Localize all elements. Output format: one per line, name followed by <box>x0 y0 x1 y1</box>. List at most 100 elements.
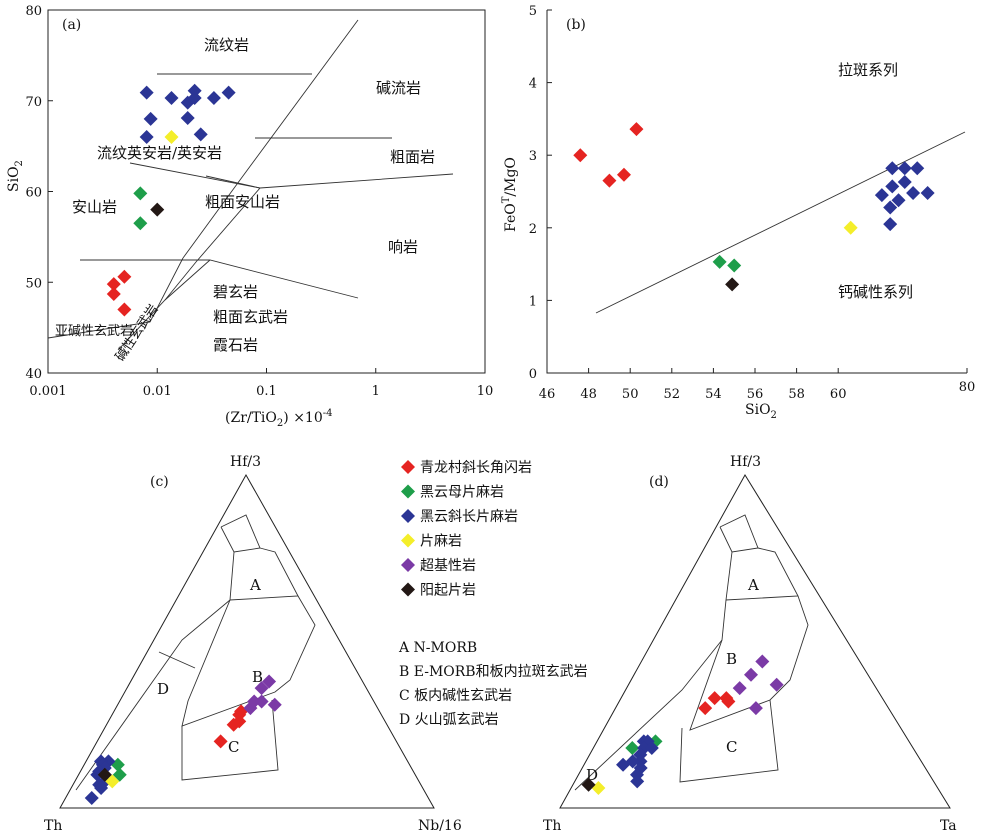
data-point <box>748 701 763 716</box>
data-point <box>180 110 195 125</box>
boundary-d-2 <box>725 547 799 601</box>
x-tick-label: 48 <box>580 387 597 402</box>
y-tick-label: 60 <box>25 186 42 201</box>
panel-d: A B C D (d) Hf/3 Th Ta <box>543 454 957 834</box>
legend-marker <box>401 509 415 523</box>
data-point <box>213 734 228 749</box>
boundary-d-1 <box>719 514 759 553</box>
field-label: 亚碱性玄武岩 <box>55 324 133 339</box>
data-point <box>698 701 713 716</box>
panel-d-points <box>581 654 784 796</box>
data-point <box>616 167 631 182</box>
panel-d-tag: (d) <box>649 474 669 490</box>
field-label: 流纹英安岩/英安岩 <box>97 144 222 162</box>
data-point <box>254 681 269 696</box>
data-point <box>602 173 617 188</box>
data-point <box>755 654 770 669</box>
data-point <box>150 202 165 217</box>
x-tick-label: 58 <box>788 387 805 402</box>
data-point <box>629 122 644 137</box>
data-point <box>247 694 262 709</box>
x-tick-label: 0.01 <box>143 384 172 399</box>
data-point <box>262 674 277 689</box>
boundary-b-1 <box>595 131 966 314</box>
data-point <box>206 91 221 106</box>
data-point <box>744 667 758 682</box>
panel-c-top-vertex: Hf/3 <box>230 454 261 470</box>
data-point <box>727 258 742 273</box>
legend-label: 黑云母片麻岩 <box>420 485 504 501</box>
panel-c-points <box>84 674 282 806</box>
legend-marker <box>401 558 415 572</box>
data-point <box>164 130 179 145</box>
y-tick-label: 3 <box>529 149 537 164</box>
data-point <box>712 254 727 269</box>
data-point <box>90 767 105 782</box>
boundary-c-6 <box>75 599 231 791</box>
data-point <box>874 188 889 203</box>
data-point <box>920 185 935 200</box>
data-point <box>267 697 282 712</box>
field-label: 钙碱性系列 <box>838 283 913 301</box>
field-label: D <box>157 680 169 698</box>
data-point <box>573 148 588 163</box>
boundary-c-1 <box>220 514 261 553</box>
ternary-d-frame <box>559 474 951 809</box>
field-label: 响岩 <box>388 238 418 256</box>
x-tick-label: 46 <box>539 387 556 402</box>
panel-c-right-vertex: Nb/16 <box>418 818 462 834</box>
field-label: 粗面玄武岩 <box>213 308 288 326</box>
field-label: B <box>726 650 737 668</box>
data-point <box>885 179 900 194</box>
data-point <box>139 85 154 100</box>
data-point <box>254 694 269 709</box>
panel-a-xlabel: (Zr/TiO2) ×10-4 <box>225 408 333 429</box>
boundary-c-3 <box>181 595 316 727</box>
panel-d-left-vertex: Th <box>543 818 561 834</box>
legend-label: 青龙村斜长角闪岩 <box>420 460 532 476</box>
y-tick-label: 70 <box>25 95 42 110</box>
panel-a-points <box>106 83 236 317</box>
data-point <box>725 277 740 292</box>
panel-b-xlabel: SiO2 <box>745 402 777 421</box>
data-point <box>84 791 99 806</box>
legend-label: 黑云斜长片麻岩 <box>420 509 518 525</box>
panel-c-fields-boundaries <box>75 514 316 791</box>
data-point <box>117 269 132 284</box>
panel-a-field-labels: 流纹岩 碱流岩 流纹英安岩/英安岩 粗面岩 安山岩 粗面安山岩 响岩 碧玄岩 粗… <box>55 36 435 364</box>
data-point <box>94 781 109 796</box>
boundary-a-7 <box>47 257 184 339</box>
legend-field-d: D 火山弧玄武岩 <box>399 711 499 728</box>
x-tick-label: 60 <box>830 387 847 402</box>
data-point <box>732 681 747 696</box>
panel-b-tag: (b) <box>566 17 586 33</box>
y-tick-label: 40 <box>25 367 42 382</box>
x-tick-label: 80 <box>959 380 976 395</box>
field-label: 流纹岩 <box>204 36 249 54</box>
field-label: 碱流岩 <box>376 79 421 97</box>
data-point <box>112 767 127 782</box>
data-point <box>883 217 898 232</box>
data-point <box>105 774 120 789</box>
data-point <box>769 677 784 692</box>
boundary-a-8 <box>117 259 211 351</box>
panel-c-tag: (c) <box>150 474 169 490</box>
boundary-d-4 <box>679 699 779 783</box>
data-point <box>883 200 898 215</box>
y-tick-label: 5 <box>529 4 537 19</box>
panel-b-frame <box>546 10 967 374</box>
field-label: C <box>726 738 737 756</box>
boundary-a-5 <box>164 175 261 301</box>
data-point <box>721 694 736 709</box>
data-point <box>164 91 179 106</box>
field-label: A <box>249 576 261 594</box>
field-label: 安山岩 <box>72 198 117 216</box>
y-tick-label: 50 <box>25 276 42 291</box>
panel-a-ylabel: SiO2 <box>6 160 25 192</box>
data-point <box>193 127 208 142</box>
y-tick-label: 1 <box>529 294 537 309</box>
data-point <box>106 277 121 292</box>
